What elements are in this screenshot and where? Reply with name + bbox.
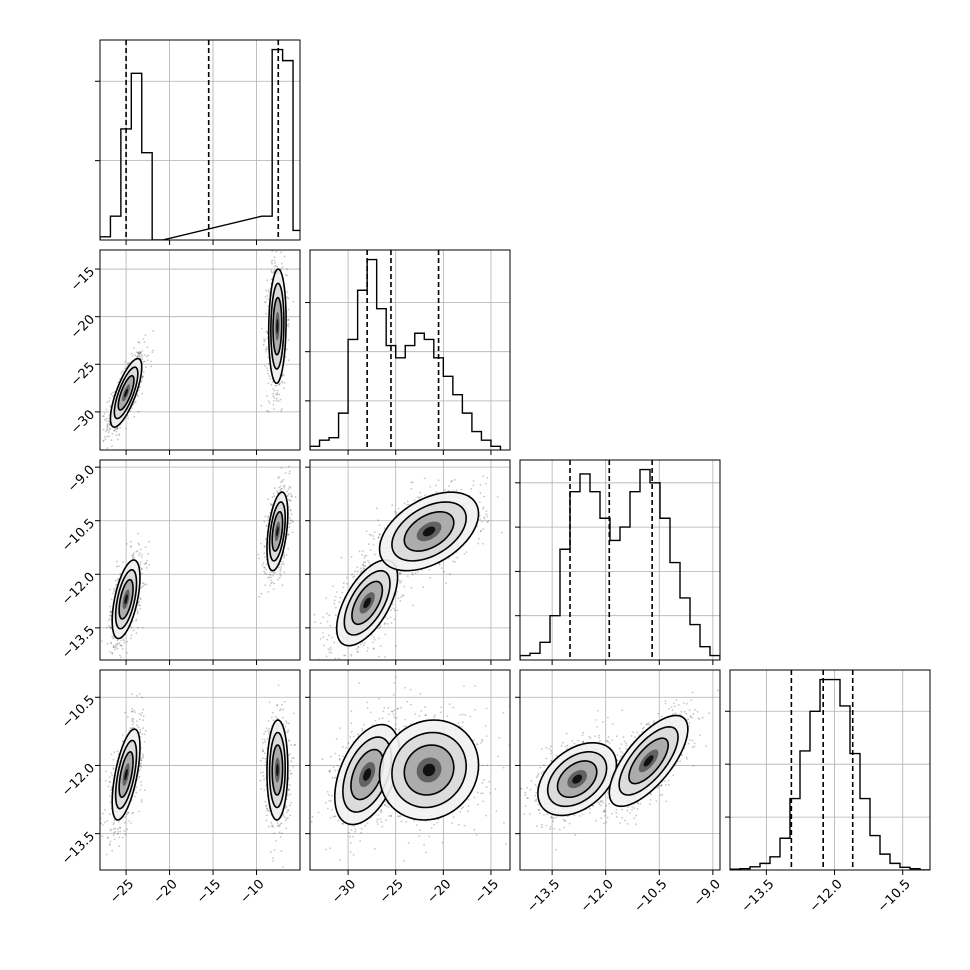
x-tick-label: −13.5: [524, 877, 563, 916]
x-tick-label: −30: [329, 877, 359, 907]
contour-line: [403, 510, 455, 552]
panel-frame: [99, 669, 301, 871]
contour-line: [272, 296, 283, 356]
x-tick-label: −12.0: [807, 877, 846, 916]
contour-line: [111, 728, 141, 821]
density-core: [276, 319, 279, 334]
contour-line: [618, 726, 679, 796]
histogram-step: [310, 258, 502, 450]
y-tick-label: −13.5: [59, 829, 98, 868]
scatter-contour-panel: −30 −25 −20 −15: [68, 249, 301, 455]
x-tick-label: −12.0: [578, 877, 617, 916]
contour-line: [378, 719, 480, 821]
x-tick-label: −15: [194, 877, 224, 907]
x-tick-label: −10.5: [632, 877, 671, 916]
contour-line: [111, 559, 141, 640]
scatter-contour-panel: −30 −25 −20 −15: [305, 669, 511, 907]
x-tick-label: −10: [238, 877, 268, 907]
contour-line: [114, 739, 138, 810]
contour-line: [608, 714, 689, 808]
contour-line: [117, 374, 135, 411]
panel-frame: [99, 39, 301, 241]
scatter-contour-panel: −13.5 −12.0 −10.5 −9.0: [515, 669, 724, 916]
contour-line: [556, 760, 598, 799]
panel-frame: [519, 459, 721, 661]
density-core: [422, 526, 436, 537]
y-tick-label: −10.5: [59, 693, 98, 732]
density-core: [276, 763, 279, 777]
contour-line: [266, 491, 289, 572]
density-core: [124, 388, 129, 398]
x-tick-label: −20: [424, 877, 454, 907]
histogram-step: [520, 468, 720, 660]
contour-line: [342, 736, 393, 813]
x-tick-label: −25: [107, 877, 137, 907]
y-tick-label: −15: [68, 264, 98, 294]
density-core: [276, 526, 279, 537]
y-tick-label: −13.5: [59, 623, 98, 662]
y-tick-label: −30: [68, 407, 98, 437]
contour-line: [271, 510, 284, 552]
x-tick-label: −20: [151, 877, 181, 907]
x-tick-label: −9.0: [691, 877, 724, 910]
contour-line: [628, 737, 670, 785]
contour-line: [350, 748, 385, 801]
contour-line: [335, 559, 399, 647]
panel-frame: [519, 669, 721, 871]
panel-frame: [99, 249, 301, 451]
x-tick-label: −15: [472, 877, 502, 907]
contour-line: [268, 501, 287, 562]
density-core: [643, 755, 654, 767]
y-tick-label: −25: [68, 360, 98, 390]
density-core: [572, 774, 583, 784]
contour-line: [378, 491, 480, 572]
contour-line: [118, 578, 134, 620]
contour-line: [118, 751, 134, 799]
contour-line: [270, 282, 285, 370]
contour-line: [403, 744, 455, 796]
contour-line: [546, 751, 608, 808]
contour-line: [271, 744, 284, 796]
histogram-step: [730, 678, 930, 870]
y-tick-label: −9.0: [65, 463, 98, 496]
density-core: [363, 597, 371, 609]
histogram-step: [100, 48, 300, 240]
x-tick-label: −10.5: [875, 877, 914, 916]
contour-line: [343, 569, 391, 636]
contour-line: [351, 580, 384, 626]
histogram-panel: [305, 249, 511, 455]
contour-line: [113, 366, 139, 420]
density-core: [363, 768, 372, 781]
panel-frame: [309, 669, 511, 871]
y-tick-label: −20: [68, 312, 98, 342]
histogram-panel: −13.5 −12.0 −10.5: [725, 669, 931, 916]
panel-frame: [309, 249, 511, 451]
contour-line: [266, 719, 289, 821]
panel-frame: [309, 459, 511, 661]
density-core: [124, 594, 128, 605]
y-tick-label: −12.0: [59, 761, 98, 800]
contour-line: [268, 731, 287, 809]
contour-line: [109, 357, 143, 428]
scatter-contour-panel: −25 −20 −15 −10 −13.5 −12.0 −10.5: [59, 669, 301, 907]
scatter-contour-panel: −13.5 −12.0 −10.5 −9.0: [59, 459, 301, 665]
density-core: [124, 768, 128, 781]
x-tick-label: −25: [377, 877, 407, 907]
histogram-panel: [95, 39, 301, 245]
contour-line: [267, 268, 287, 385]
y-tick-label: −10.5: [59, 516, 98, 555]
contour-line: [114, 569, 138, 630]
y-tick-label: −12.0: [59, 570, 98, 609]
scatter-contour-panel: [305, 459, 511, 665]
contour-line: [391, 731, 467, 809]
panel-frame: [729, 669, 931, 871]
contour-line: [537, 741, 618, 817]
panel-frame: [99, 459, 301, 661]
density-core: [422, 763, 436, 777]
contour-line: [333, 723, 401, 826]
x-tick-label: −13.5: [739, 877, 778, 916]
contour-line: [391, 501, 467, 562]
histogram-panel: [515, 459, 721, 665]
